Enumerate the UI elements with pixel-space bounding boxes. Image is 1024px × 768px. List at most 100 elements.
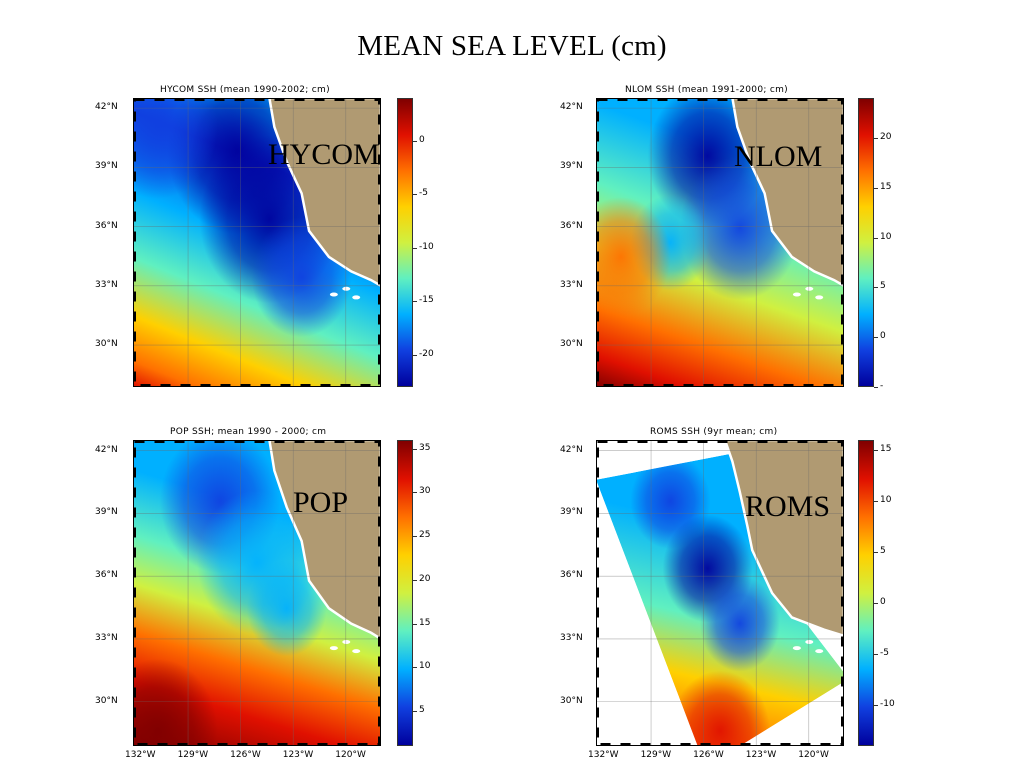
latitude-label: 33°N [560,632,583,643]
colorbar-tickmark [874,501,878,503]
colorbar-tickmark [413,667,417,669]
map-frame-border [596,98,844,387]
colorbar-tick-label: 5 [880,546,886,557]
colorbar-tick-label: -15 [419,295,434,306]
island [792,646,801,651]
land-mass [268,98,381,288]
colorbar-tickmark [413,492,417,494]
map-canvas-nlom [596,98,844,387]
island [815,649,824,654]
latitude-label: 36°N [95,570,118,581]
colorbar-tick-label: -20 [419,348,434,359]
latitude-label: 39°N [560,507,583,518]
colorbar-tick-label: -10 [419,241,434,252]
colorbar-tick-label: - [880,381,884,391]
colorbar-tickmark [413,448,417,450]
longitude-label: 123°W [745,750,777,760]
map-canvas-pop [133,440,381,746]
latitude-label: 42°N [560,102,583,113]
island [342,639,351,644]
land-mass [731,98,844,288]
island [329,646,338,651]
map-canvas-hycom [133,98,381,387]
map-gridlines [133,98,381,387]
colorbar-tickmark [413,140,417,142]
colorbar-tick-label: 5 [419,705,425,716]
colorbar-tick-label: -10 [880,699,895,710]
colorbar-tick-label: 20 [419,573,431,584]
longitude-label: 120°W [335,750,366,760]
page-title: MEAN SEA LEVEL (cm) [357,30,667,62]
model-label-roms: ROMS [745,490,831,523]
latitude-label: 42°N [95,444,118,455]
model-label-nlom: NLOM [734,140,823,173]
colorbar-nlom [858,98,874,387]
colorbar-tickmark [874,187,878,189]
panel-title-pop: POP SSH; mean 1990 - 2000; cm [170,427,327,437]
map-frame-border [133,440,381,746]
colorbar-tickmark [874,337,878,339]
colorbar-tick-label: 10 [419,661,431,672]
longitude-label: 129°W [640,750,672,760]
latitude-label: 36°N [560,220,583,231]
map-hycom [133,98,381,387]
colorbar-tick-label: -5 [880,648,889,659]
colorbar-tick-label: 0 [880,331,886,342]
map-frame-border [596,440,844,746]
colorbar-tickmark [874,450,878,452]
latitude-label: 42°N [560,444,583,455]
ssh-eddy [670,670,770,746]
latitude-label: 30°N [560,695,583,706]
island [352,649,361,654]
colorbar-tickmark [413,536,417,538]
colorbar-tickmark [413,711,417,713]
panel-title-roms: ROMS SSH (9yr mean; cm) [650,427,778,437]
colorbar-hycom [397,98,413,387]
longitude-label: 129°W [177,750,209,760]
panel-title-nlom: NLOM SSH (mean 1991-2000; cm) [625,85,788,95]
map-nlom [596,98,844,387]
latitude-label: 33°N [95,632,118,643]
ssh-eddy [133,98,218,199]
island [342,286,351,291]
map-roms [596,440,844,746]
map-gridlines [133,440,381,746]
colorbar-tickmark [413,354,417,356]
latitude-label: 30°N [95,695,118,706]
colorbar-tick-label: 30 [419,486,431,497]
latitude-label: 42°N [95,102,118,113]
latitude-label: 39°N [95,507,118,518]
panel-title-hycom: HYCOM SSH (mean 1990-2002; cm) [160,85,330,95]
colorbar-tickmark [874,603,878,605]
colorbar-tick-label: 10 [880,495,892,506]
map-pop [133,440,381,746]
model-label-hycom: HYCOM [268,138,380,171]
latitude-label: 36°N [560,570,583,581]
map-gridlines [596,98,844,387]
colorbar-tick-label: 0 [419,134,425,145]
island [815,295,824,300]
latitude-label: 39°N [95,161,118,172]
map-canvas-roms [596,440,844,746]
latitude-label: 30°N [560,339,583,350]
latitude-label: 39°N [560,161,583,172]
island [805,639,814,644]
ssh-eddy [699,575,780,672]
ssh-eddy [133,658,218,746]
longitude-label: 132°W [125,750,156,760]
island [352,295,361,300]
colorbar-tickmark [874,705,878,707]
land-mass [268,440,381,641]
colorbar-tick-label: 20 [880,131,892,142]
colorbar-tickmark [413,247,417,249]
colorbar-pop [397,440,413,746]
colorbar-tickmark [874,287,878,289]
latitude-label: 30°N [95,339,118,350]
colorbar-tickmark [874,654,878,656]
colorbar-roms [858,440,874,746]
longitude-label: 123°W [282,750,314,760]
island [329,292,338,297]
colorbar-tick-label: 10 [880,231,892,242]
colorbar-tickmark [413,301,417,303]
colorbar-tick-label: 5 [880,281,886,292]
